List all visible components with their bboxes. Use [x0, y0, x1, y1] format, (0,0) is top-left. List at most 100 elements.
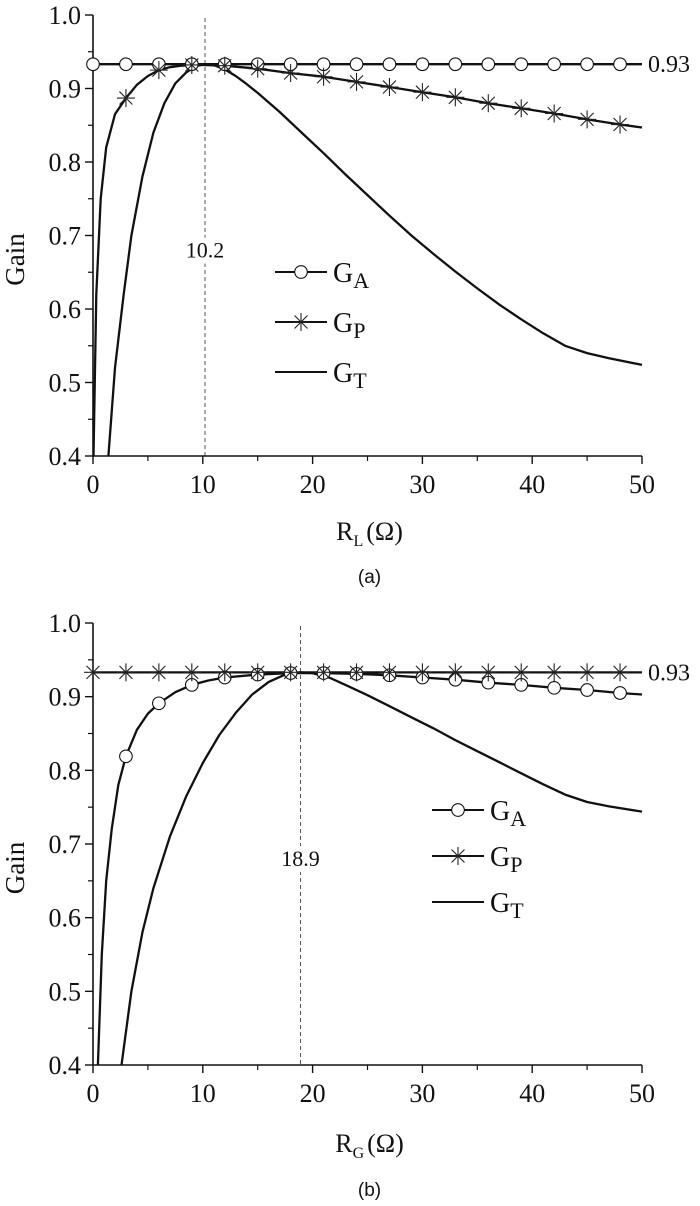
x-tick-label: 10 [190, 1079, 216, 1108]
x-tick-label: 20 [300, 1079, 326, 1108]
asterisk-marker-icon [292, 313, 310, 331]
y-tick-label: 0.6 [49, 295, 82, 324]
circle-marker-icon [294, 265, 308, 279]
series-line-G_T [120, 671, 643, 1065]
panel-caption: (a) [358, 567, 381, 588]
legend-label-G_T: GT [490, 888, 524, 923]
asterisk-marker-icon [314, 663, 333, 682]
circle-marker-icon [349, 57, 364, 72]
legend-label-G_A: GA [333, 258, 369, 293]
legend-label-G_A: GA [490, 796, 526, 831]
circle-marker-icon [481, 57, 496, 72]
asterisk-marker-icon [116, 663, 135, 682]
asterisk-marker-icon [578, 110, 597, 129]
asterisk-marker-icon [446, 663, 465, 682]
circle-marker-icon [86, 57, 100, 72]
asterisk-marker-icon [347, 72, 366, 91]
asterisk-marker-icon [449, 847, 467, 865]
asterisk-marker-icon [512, 99, 531, 118]
optimum-value-label: 18.9 [281, 846, 320, 871]
y-tick-label: 0.8 [49, 756, 82, 785]
asterisk-marker-icon [149, 663, 168, 682]
x-tick-label: 40 [519, 470, 545, 499]
x-tick-label: 0 [87, 470, 100, 499]
panel-caption: (b) [358, 1180, 381, 1201]
plateau-value-label: 0.93 [648, 52, 690, 78]
circle-marker-icon [119, 57, 133, 72]
asterisk-marker-icon [281, 663, 300, 682]
x-tick-label: 50 [629, 470, 655, 499]
asterisk-marker-icon [215, 56, 234, 75]
circle-marker-icon [152, 696, 166, 711]
asterisk-marker-icon [116, 89, 135, 108]
asterisk-marker-icon [347, 663, 366, 682]
legend-label-G_P: GP [333, 308, 365, 343]
circle-marker-icon [580, 683, 594, 697]
legend-label-G_T: GT [333, 358, 367, 393]
circle-marker-icon [448, 57, 463, 72]
circle-marker-icon [415, 57, 430, 72]
legend-label-G_P: GP [490, 842, 522, 877]
series-line-G_A [96, 671, 643, 1065]
circle-marker-icon [613, 686, 627, 700]
asterisk-marker-icon [149, 61, 168, 80]
circle-marker-icon [547, 57, 562, 72]
asterisk-marker-icon [380, 663, 399, 682]
series-line-G_T [107, 63, 643, 456]
y-tick-label: 0.6 [49, 904, 82, 933]
asterisk-marker-icon [314, 67, 333, 86]
circle-marker-icon [580, 57, 594, 72]
asterisk-marker-icon [182, 663, 201, 682]
asterisk-marker-icon [479, 663, 498, 682]
series-markers-G_A [119, 666, 627, 764]
x-tick-label: 40 [519, 1079, 545, 1108]
plateau-value-label: 0.93 [648, 660, 690, 686]
x-axis-label: RG (Ω) [335, 1129, 404, 1162]
chart-panel-a: 10.2 0.4 0.5 0.6 0.7 0.8 0.9 1.0 0 10 20 30 40 50 Gain… [0, 1, 690, 588]
y-tick-label: 0.4 [49, 442, 82, 471]
circle-marker-icon [451, 803, 465, 817]
circle-marker-icon [613, 57, 627, 72]
asterisk-marker-icon [446, 88, 465, 107]
asterisk-marker-icon [578, 663, 597, 682]
y-tick-label: 0.9 [49, 75, 82, 104]
chart-panel-b: 18.9 0.4 0.5 0.6 0.7 0.8 0.9 1.0 0 10 20 30 40 50 Gain… [0, 609, 690, 1201]
asterisk-marker-icon [413, 83, 432, 102]
asterisk-marker-icon [182, 55, 201, 74]
series-line-G_P [93, 63, 643, 456]
circle-marker-icon [382, 57, 397, 72]
asterisk-marker-icon [611, 115, 630, 134]
x-tick-label: 0 [87, 1079, 100, 1108]
y-axis-label: Gain [0, 233, 30, 286]
y-axis-label: Gain [0, 841, 30, 894]
asterisk-marker-icon [545, 104, 564, 123]
series-markers-G_P [84, 663, 630, 682]
y-tick-label: 0.7 [49, 830, 82, 859]
y-tick-label: 1.0 [49, 609, 82, 638]
y-tick-label: 0.9 [49, 683, 82, 712]
legend: GA GP GT [432, 796, 526, 923]
x-tick-label: 20 [300, 470, 326, 499]
asterisk-marker-icon [479, 94, 498, 113]
x-tick-label: 30 [409, 1079, 435, 1108]
y-tick-label: 0.5 [49, 369, 82, 398]
asterisk-marker-icon [512, 663, 531, 682]
asterisk-marker-icon [611, 663, 630, 682]
x-tick-label: 30 [409, 470, 435, 499]
asterisk-marker-icon [215, 663, 234, 682]
y-tick-label: 0.4 [49, 1051, 82, 1080]
asterisk-marker-icon [380, 78, 399, 97]
x-tick-label: 10 [190, 470, 216, 499]
x-axis-label: RL (Ω) [336, 517, 403, 550]
circle-marker-icon [119, 749, 133, 764]
circle-marker-icon [547, 680, 562, 695]
asterisk-marker-icon [281, 64, 300, 83]
series-markers-G_P [116, 55, 630, 134]
asterisk-marker-icon [248, 663, 267, 682]
asterisk-marker-icon [545, 663, 564, 682]
optimum-value-label: 10.2 [186, 238, 225, 263]
asterisk-marker-icon [248, 59, 267, 78]
y-tick-label: 1.0 [49, 1, 82, 30]
y-tick-label: 0.8 [49, 148, 82, 177]
